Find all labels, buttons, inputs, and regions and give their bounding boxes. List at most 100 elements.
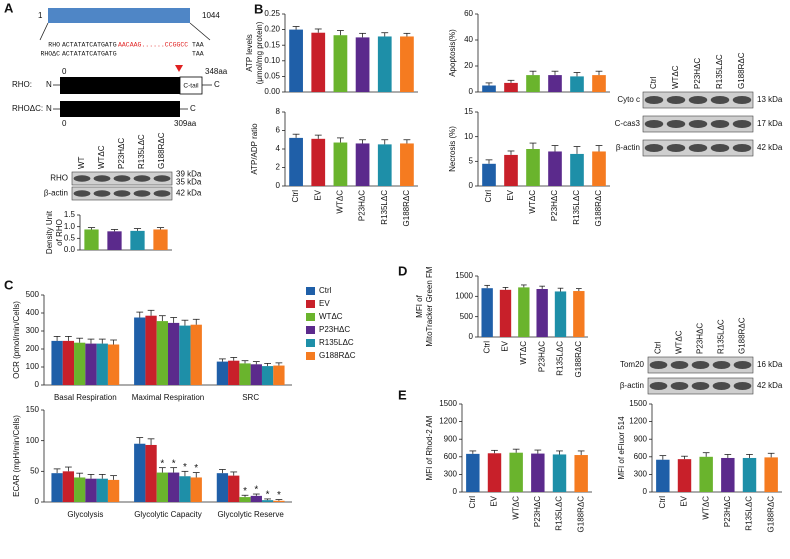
x-tick-label: G188RΔC [766, 496, 775, 533]
c-tail-box [179, 76, 203, 95]
bar [400, 143, 414, 186]
y-tick-label: 60 [464, 9, 473, 18]
significance: * [277, 490, 281, 501]
bar [51, 473, 63, 502]
x-tick-label: WTΔC [519, 341, 528, 365]
legend-label: EV [319, 299, 330, 308]
bar [107, 231, 122, 250]
blot-band [733, 361, 752, 369]
x-tick-label: WTΔC [511, 496, 520, 520]
seq-name: RHOΔC [40, 51, 60, 58]
lane-label: Ctrl [649, 76, 658, 89]
bar [333, 35, 348, 92]
significance: * [266, 490, 270, 501]
bar [168, 472, 180, 502]
blot-band [712, 382, 731, 390]
bar [250, 495, 262, 502]
seq-part: ACTATATCATGATG [62, 42, 117, 49]
x-tick-label: G188RΔC [402, 190, 411, 227]
y-axis-title: of RHO [55, 219, 64, 246]
bar [216, 473, 229, 502]
y-tick-label: 15 [464, 107, 473, 116]
n-term: N [46, 80, 52, 89]
gene-start: 1 [38, 11, 43, 20]
significance: * [243, 486, 247, 497]
x-tick-label: EV [501, 340, 510, 351]
y-tick-label: 20 [464, 61, 473, 70]
bar [153, 229, 168, 250]
bar [466, 453, 480, 492]
blot-band [691, 361, 710, 369]
row-label: β-actin [620, 381, 644, 390]
y-tick-label: 500 [26, 290, 40, 299]
x-tick-label: Ctrl [482, 341, 491, 354]
x-tick-label: Glycolytic Reserve [218, 510, 285, 519]
bar [355, 37, 370, 92]
y-tick-label: 1500 [455, 271, 473, 280]
y-tick-label: 600 [444, 452, 458, 461]
y-axis-title: ATP/ADP ratio [250, 123, 259, 175]
bar [85, 478, 97, 502]
x-tick-label: SRC [242, 393, 259, 402]
lane-label: P23HΔC [117, 138, 126, 169]
x-tick-label: G188RΔC [576, 496, 585, 533]
blot-band [666, 96, 686, 104]
legend-swatch [306, 352, 315, 360]
bar [145, 315, 157, 385]
aa-end: 309aa [174, 119, 197, 128]
bar [216, 361, 229, 385]
x-tick-label: G188RΔC [594, 190, 603, 227]
bar [74, 342, 86, 385]
lane-label: P23HΔC [696, 323, 705, 354]
legend-label: WTΔC [319, 312, 343, 321]
significance: * [160, 458, 164, 469]
bar [179, 325, 191, 385]
bar [62, 471, 75, 502]
y-tick-label: 2 [276, 163, 281, 172]
bar [85, 343, 97, 385]
gene-bar [48, 8, 190, 23]
y-tick-label: 300 [444, 470, 458, 479]
y-axis-title: OCR (pmol/min/Cells) [12, 301, 21, 379]
zoom-line [39, 22, 49, 41]
lane-label: WTΔC [97, 145, 106, 169]
construct-label: RHOΔC: [12, 104, 43, 113]
bar [548, 75, 562, 92]
bar [526, 75, 540, 92]
y-tick-label: 0.15 [264, 40, 280, 49]
y-tick-label: 0.10 [264, 56, 280, 65]
lane-label: G188RΔC [738, 317, 747, 354]
y-tick-label: 400 [26, 308, 40, 317]
blot-band [113, 190, 131, 197]
x-tick-label: P23HΔC [550, 190, 559, 221]
bar [289, 29, 303, 93]
bar [134, 317, 146, 385]
bar [51, 340, 63, 385]
blot-band [710, 144, 730, 152]
bar [74, 477, 86, 502]
y-tick-label: 6 [276, 126, 281, 135]
y-tick-label: 300 [634, 470, 648, 479]
y-tick-label: 1200 [629, 417, 647, 426]
n-term: N [46, 104, 52, 113]
legend-label: P23HΔC [319, 325, 350, 334]
legend-swatch [306, 313, 315, 321]
y-tick-label: 500 [460, 312, 474, 321]
panel-label: C [4, 277, 14, 292]
kda-label: 42 kDa [757, 143, 783, 152]
significance: * [172, 458, 176, 469]
blot-band [732, 120, 752, 128]
x-tick-label: P23HΔC [533, 496, 542, 527]
bar [261, 366, 274, 385]
blot-band [73, 175, 91, 182]
blot-band [649, 382, 668, 390]
bar [482, 163, 496, 186]
blot-band [670, 382, 689, 390]
kda-label: 17 kDa [757, 119, 783, 128]
kda-label: 35 kDa [176, 178, 202, 187]
blot-band [732, 144, 752, 152]
bar [764, 457, 778, 492]
aa-start: 0 [62, 67, 67, 76]
bar [481, 288, 493, 337]
